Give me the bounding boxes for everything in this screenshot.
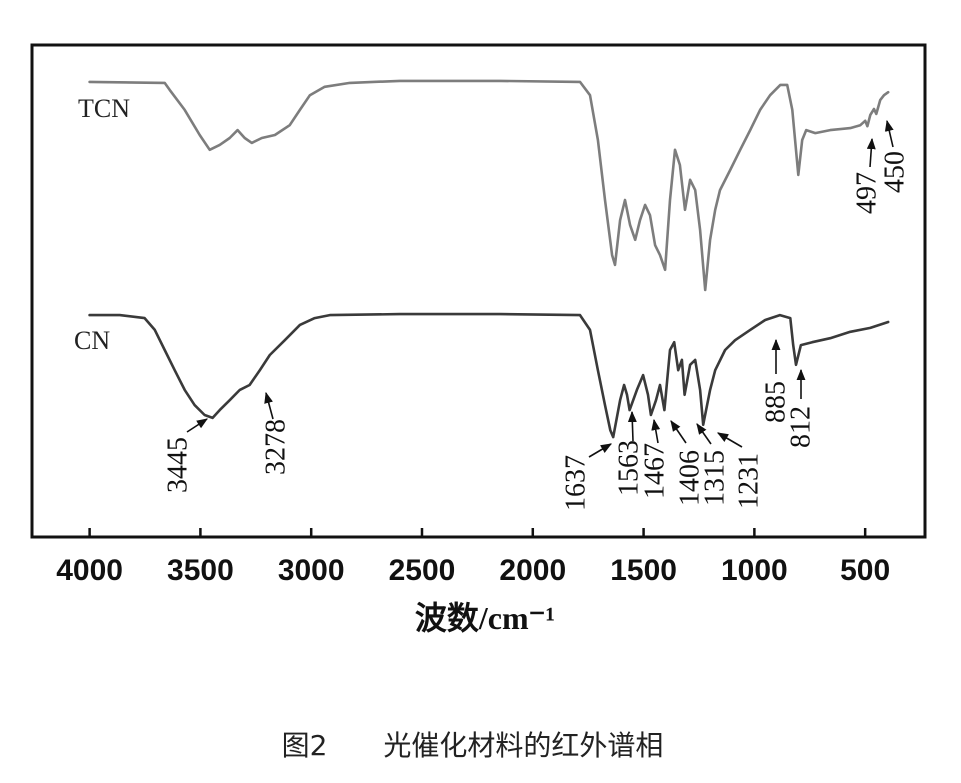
peak-arrow — [264, 391, 274, 420]
peak-arrow — [627, 410, 637, 442]
peak-arrow — [884, 119, 894, 148]
peak-label: 1406 — [675, 450, 706, 506]
peak-label: 812 — [786, 406, 817, 448]
peak-label: 3278 — [261, 419, 292, 475]
peak-label: 497 — [852, 172, 883, 214]
x-tick-label: 4000 — [56, 554, 123, 587]
peak-arrow — [670, 420, 687, 444]
peak-label: 1563 — [614, 440, 645, 496]
peak-arrow — [696, 423, 712, 445]
series-line-cn — [88, 312, 890, 439]
x-axis: 4000 3500 3000 2500 2000 1500 1000 500 — [56, 528, 890, 587]
ir-spectrum-chart: 4000 3500 3000 2500 2000 1500 1000 500 3445 3278… — [30, 43, 927, 636]
x-tick-label: 2500 — [389, 554, 456, 587]
x-tick-label: 3500 — [167, 554, 234, 587]
peak-label: 1467 — [640, 443, 671, 499]
x-tick-label: 2000 — [499, 554, 566, 587]
peak-arrow — [866, 137, 876, 168]
x-tick-label: 1500 — [610, 554, 677, 587]
peak-arrow — [186, 418, 208, 433]
peak-arrow — [717, 432, 743, 448]
peak-label: 450 — [880, 151, 911, 193]
peak-label: 1315 — [700, 450, 731, 506]
peak-label: 1231 — [734, 453, 765, 509]
series-line-tcn — [88, 79, 890, 292]
figure-caption: 图2 光催化材料的红外谱相 — [281, 729, 664, 762]
peak-arrow — [651, 418, 661, 444]
x-tick-label: 500 — [840, 554, 890, 587]
x-tick-label: 1000 — [721, 554, 788, 587]
peak-label: 3445 — [163, 437, 194, 493]
peak-label: 885 — [761, 381, 792, 423]
plot-frame — [30, 43, 927, 539]
series-label-cn: CN — [74, 326, 110, 355]
series-label-tcn: TCN — [78, 94, 130, 123]
peak-arrow — [588, 443, 612, 458]
x-axis-label: 波数/cm⁻¹ — [415, 600, 555, 636]
peak-label: 1637 — [561, 455, 592, 511]
x-tick-label: 3000 — [278, 554, 345, 587]
series-layer — [88, 79, 890, 439]
